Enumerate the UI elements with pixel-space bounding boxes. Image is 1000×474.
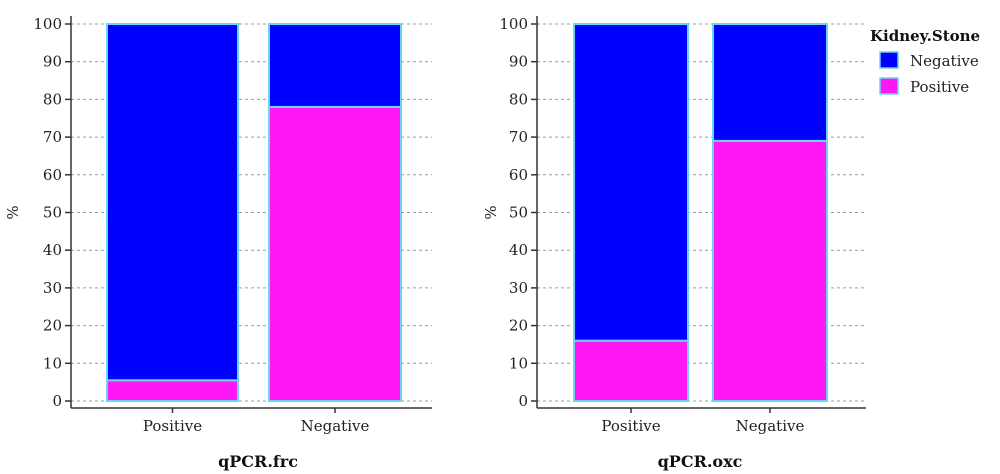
bar-negative-negative (712, 23, 828, 142)
bar-positive-negative (573, 23, 689, 342)
legend-title: Kidney.Stone (870, 27, 980, 45)
chart-panel-qpcr-frc: 0 10 20 30 40 50 60 70 80 90 100 Positive Negative% q… (4, 15, 432, 471)
y-tick-label: 0 (518, 392, 528, 410)
bar-negative-negative (268, 23, 402, 108)
y-axis-title: % (482, 205, 500, 219)
y-tick-label: 20 (43, 317, 62, 335)
legend-label-negative: Negative (910, 52, 979, 70)
y-tick-label: 70 (509, 128, 528, 146)
x-tick-label-positive: Positive (601, 417, 660, 435)
y-tick-label: 10 (509, 354, 528, 372)
chart-panel-qpcr-oxc: 0 10 20 30 40 50 60 70 80 90 100 Positive Negative% q… (482, 15, 866, 471)
y-tick-label: 60 (509, 166, 528, 184)
bar-positive-positive (106, 379, 239, 403)
y-tick-label: 100 (499, 15, 528, 33)
y-tick-label: 30 (509, 279, 528, 297)
bar-negative-positive (268, 105, 402, 402)
y-tick-label: 90 (43, 53, 62, 71)
legend: Kidney.Stone Negative Positive (870, 27, 980, 96)
legend-swatch-positive (879, 77, 899, 95)
y-tick-label: 80 (43, 90, 62, 108)
y-axis-title: % (4, 205, 22, 219)
x-axis-title: qPCR.oxc (658, 452, 743, 471)
y-tick-label: 100 (33, 15, 62, 33)
y-tick-label: 30 (43, 279, 62, 297)
x-tick-label-positive: Positive (143, 417, 202, 435)
y-tick-label: 40 (43, 241, 62, 259)
legend-label-positive: Positive (910, 78, 969, 96)
x-tick-label-negative: Negative (736, 417, 805, 435)
legend-swatch-negative (879, 51, 899, 69)
y-tick-label: 50 (43, 204, 62, 222)
y-tick-label: 40 (509, 241, 528, 259)
y-tick-label: 10 (43, 354, 62, 372)
y-tick-label: 20 (509, 317, 528, 335)
x-axis-title: qPCR.frc (218, 452, 298, 471)
x-tick-label-negative: Negative (301, 417, 370, 435)
bar-negative-positive (712, 139, 828, 402)
y-tick-label: 70 (43, 128, 62, 146)
y-tick-label: 60 (43, 166, 62, 184)
y-tick-label: 80 (509, 90, 528, 108)
y-tick-label: 50 (509, 204, 528, 222)
y-tick-label: 0 (52, 392, 62, 410)
bar-positive-positive (573, 339, 689, 402)
bar-positive-negative (106, 23, 239, 382)
y-tick-label: 90 (509, 53, 528, 71)
